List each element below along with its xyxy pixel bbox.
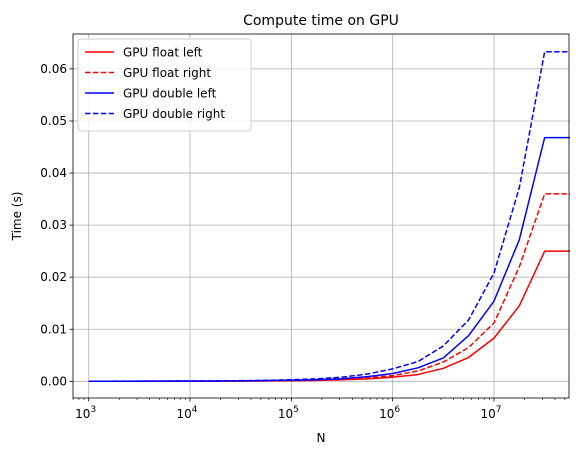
x-tick-label: 103	[75, 405, 96, 421]
plot-lines	[88, 50, 570, 382]
y-axis-label: Time (s)	[10, 192, 24, 242]
y-tick-label: 0.04	[40, 166, 67, 180]
legend-box	[77, 38, 252, 132]
legend-label: GPU float right	[123, 66, 211, 80]
legend-label: GPU double right	[123, 107, 225, 121]
y-axis: 0.00 0.01 0.02 0.03 0.04 0.05 0.06	[40, 62, 73, 388]
legend: GPU float left GPU float right GPU double …	[77, 38, 252, 132]
chart-title: Compute time on GPU	[243, 13, 399, 29]
plot-frame	[72, 33, 570, 399]
x-tick-label: 105	[278, 405, 299, 421]
series-line-4	[88, 50, 570, 382]
legend-label: GPU float left	[123, 46, 203, 60]
y-tick-label: 0.02	[40, 270, 67, 284]
x-tick-label: 104	[177, 405, 198, 421]
x-tick-label: 106	[379, 405, 400, 421]
y-tick-label: 0.01	[40, 322, 67, 336]
x-tick-label: 107	[480, 405, 501, 421]
y-tick-label: 0.00	[40, 374, 67, 388]
x-axis-label: N	[317, 431, 326, 445]
x-axis: 103 104 105 106 107	[72, 398, 566, 421]
y-tick-label: 0.03	[40, 218, 67, 232]
y-tick-label: 0.06	[40, 62, 67, 76]
y-tick-label: 0.05	[40, 114, 67, 128]
legend-label: GPU double left	[123, 87, 217, 101]
